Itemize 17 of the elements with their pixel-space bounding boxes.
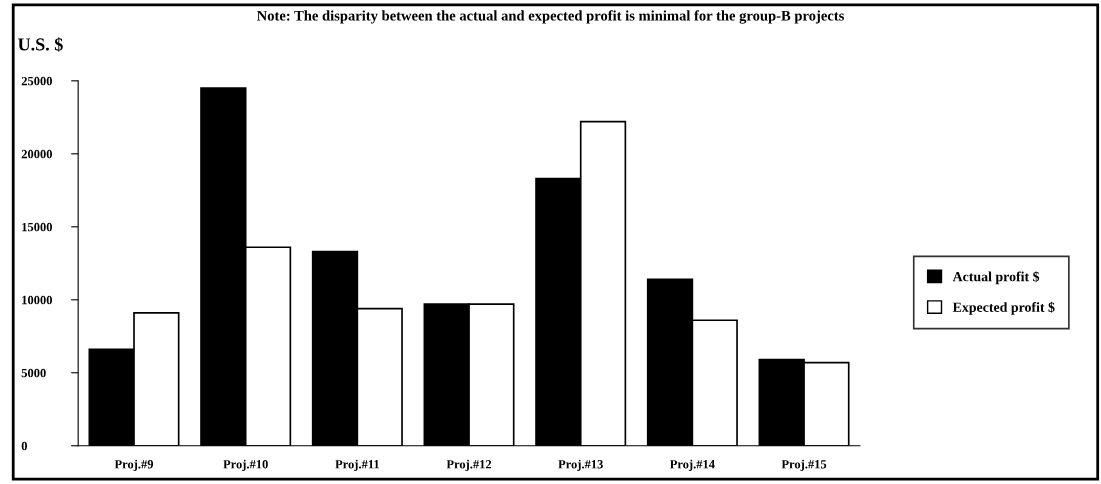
y-tick-label: 5000 [21, 368, 46, 378]
legend-label: Expected profit $ [952, 301, 1055, 315]
x-tick-label: Proj.#15 [781, 459, 827, 471]
x-tick-label: Proj.#12 [446, 459, 492, 471]
y-tick-label: 0 [21, 441, 27, 451]
x-tick-label: Proj.#9 [114, 459, 154, 471]
x-tick-label: Proj.#14 [669, 459, 715, 471]
x-tick-label: Proj.#11 [335, 459, 379, 471]
x-tick-label: Proj.#10 [223, 459, 268, 471]
y-tick-label: 25000 [21, 76, 52, 86]
chart-title: Note: The disparity between the actual and expected profit is minimal for the group-B projects [256, 10, 844, 24]
legend-label: Actual profit $ [952, 271, 1040, 285]
y-tick-label: 15000 [22, 222, 52, 232]
y-axis-title: U.S. $ [18, 37, 63, 52]
y-tick-label: 10000 [22, 295, 52, 305]
y-tick-label: 20000 [21, 149, 52, 159]
x-tick-label: Proj.#13 [558, 459, 603, 471]
